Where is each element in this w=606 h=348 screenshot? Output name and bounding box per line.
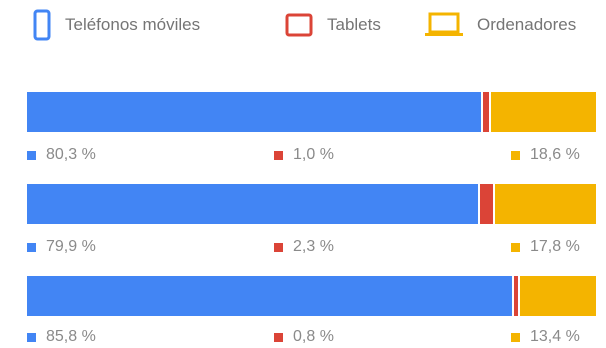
segment-separator (488, 92, 491, 132)
value-label-computer: 13,4 % (511, 326, 580, 348)
value-text: 2,3 % (293, 238, 334, 255)
value-text: 85,8 % (46, 328, 96, 345)
bar-segment-mobile (27, 276, 512, 316)
bar-segment-computer (520, 276, 596, 316)
value-label-computer: 17,8 % (511, 236, 580, 258)
legend-swatch-mobile (27, 332, 36, 342)
value-text: 18,6 % (530, 146, 580, 163)
value-label-mobile: 79,9 % (27, 236, 96, 258)
legend-item-mobile: Teléfonos móviles (33, 8, 200, 42)
value-text: 0,8 % (293, 328, 334, 345)
value-label-tablet: 1,0 % (274, 144, 334, 166)
legend-swatch-mobile (27, 242, 36, 252)
legend-swatch-computer (511, 332, 520, 342)
value-text: 79,9 % (46, 238, 96, 255)
value-text: 1,0 % (293, 146, 334, 163)
segment-separator (518, 276, 521, 316)
legend-label-mobile: Teléfonos móviles (65, 15, 201, 34)
legend-item-tablet: Tablets (285, 8, 381, 42)
value-text: 17,8 % (530, 238, 580, 255)
bar-segment-tablet (483, 92, 489, 132)
value-label-computer: 18,6 % (511, 144, 580, 166)
legend-swatch-tablet (274, 150, 283, 160)
segment-separator (478, 184, 481, 224)
value-label-mobile: 80,3 % (27, 144, 96, 166)
value-text: 13,4 % (530, 328, 580, 345)
bar-segment-computer (490, 92, 596, 132)
smartphone-icon (33, 9, 51, 41)
legend-label-computer: Ordenadores (477, 15, 577, 34)
segment-separator (493, 184, 496, 224)
stacked-bar-3 (27, 276, 596, 316)
bar-segment-mobile (27, 92, 482, 132)
legend-swatch-mobile (27, 150, 36, 160)
laptop-icon (425, 12, 463, 36)
legend-swatch-computer (511, 242, 520, 252)
bar-segment-mobile (27, 184, 479, 224)
segment-separator (511, 276, 514, 316)
bar-segment-computer (495, 184, 596, 224)
value-text: 80,3 % (46, 146, 96, 163)
tablet-icon (285, 13, 313, 37)
value-label-tablet: 0,8 % (274, 326, 334, 348)
chart-legend: Teléfonos móviles Tablets Ordenadores (0, 0, 606, 50)
legend-item-computer: Ordenadores (425, 8, 576, 42)
bar-segment-tablet (513, 276, 519, 316)
legend-swatch-computer (511, 150, 520, 160)
legend-label-tablet: Tablets (327, 15, 381, 34)
segment-separator (481, 92, 484, 132)
value-label-mobile: 85,8 % (27, 326, 96, 348)
legend-swatch-tablet (274, 332, 283, 342)
value-label-tablet: 2,3 % (274, 236, 334, 258)
stacked-bar-1 (27, 92, 596, 132)
legend-swatch-tablet (274, 242, 283, 252)
stacked-bar-2 (27, 184, 596, 224)
bar-segment-tablet (480, 184, 494, 224)
